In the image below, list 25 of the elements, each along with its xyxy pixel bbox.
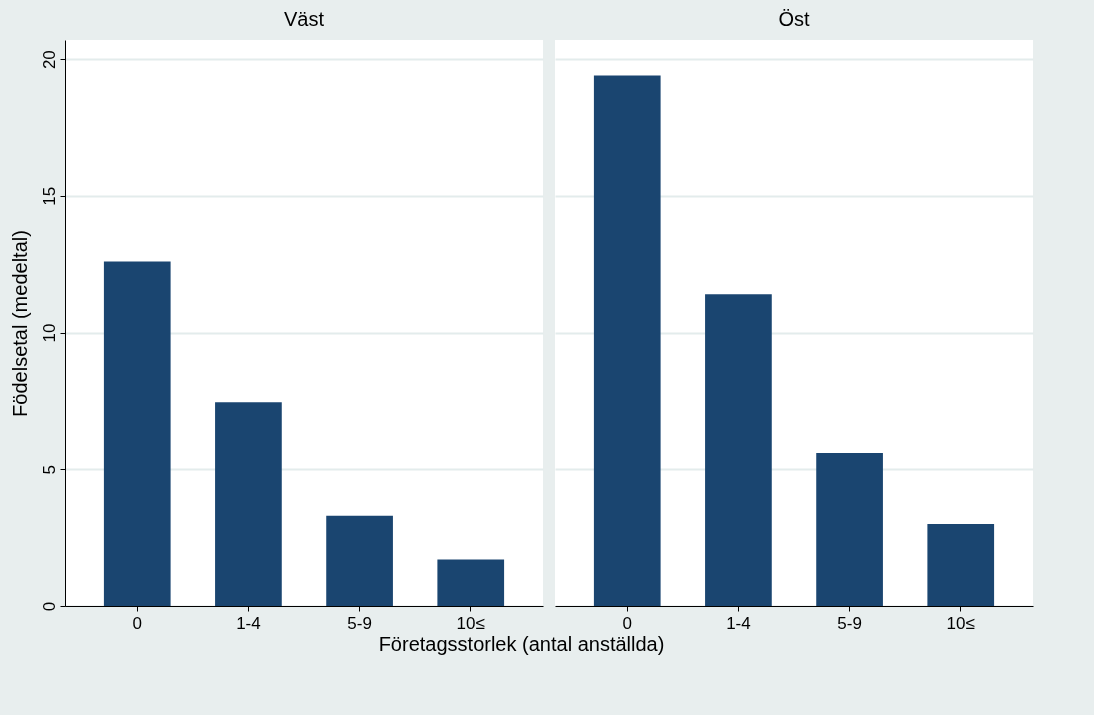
bar	[705, 294, 772, 606]
x-axis-title: Företagsstorlek (antal anställda)	[378, 633, 665, 655]
x-tick-label: 1-4	[726, 613, 751, 633]
bar	[437, 559, 505, 606]
y-tick-label: 0	[39, 601, 59, 612]
bar	[927, 523, 995, 606]
y-axis-title: Födelsetal (medeltal)	[8, 230, 31, 417]
x-tick-label: 5-9	[347, 613, 372, 633]
bar	[593, 75, 661, 606]
bar	[326, 515, 393, 606]
y-tick-label: 10	[39, 323, 59, 343]
y-tick-label: 5	[39, 465, 59, 475]
x-tick-label: 0	[132, 613, 142, 633]
chart-title: Öst	[778, 8, 810, 30]
x-tick-label: 5-9	[837, 613, 862, 633]
bar	[215, 402, 282, 606]
bar	[816, 452, 883, 606]
y-tick-label: 15	[39, 186, 59, 206]
chart-title: Väst	[283, 8, 325, 30]
y-tick-label: 20	[39, 50, 59, 70]
x-tick-label: 0	[622, 613, 632, 633]
x-tick-label: 10≤	[946, 613, 975, 633]
bar	[103, 261, 171, 606]
x-tick-label: 10≤	[456, 613, 485, 633]
x-tick-label: 1-4	[236, 613, 261, 633]
